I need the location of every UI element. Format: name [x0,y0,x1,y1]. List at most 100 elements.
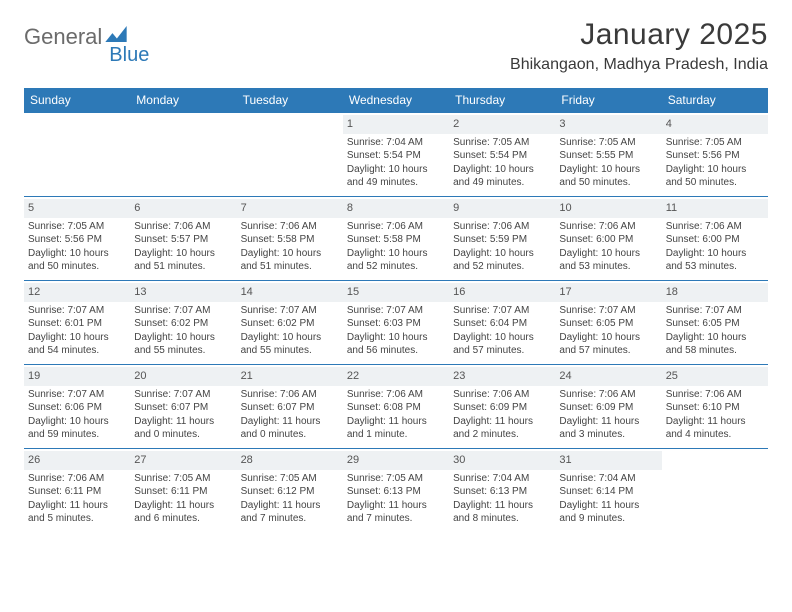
day-details: Sunrise: 7:07 AMSunset: 6:01 PMDaylight:… [28,304,126,358]
calendar-day-cell [130,113,236,197]
sunrise-text: Sunrise: 7:07 AM [347,304,445,318]
sunrise-text: Sunrise: 7:04 AM [453,472,551,486]
daylight-text: Daylight: 10 hours and 52 minutes. [347,247,445,274]
calendar-table: SundayMondayTuesdayWednesdayThursdayFrid… [24,88,768,532]
day-details: Sunrise: 7:06 AMSunset: 6:08 PMDaylight:… [347,388,445,442]
sunset-text: Sunset: 6:01 PM [28,317,126,331]
daylight-text: Daylight: 10 hours and 49 minutes. [347,163,445,190]
calendar-day-cell: 3Sunrise: 7:05 AMSunset: 5:55 PMDaylight… [555,113,661,197]
sunset-text: Sunset: 6:04 PM [453,317,551,331]
day-details: Sunrise: 7:04 AMSunset: 6:13 PMDaylight:… [453,472,551,526]
day-details: Sunrise: 7:06 AMSunset: 5:59 PMDaylight:… [453,220,551,274]
page-header: General Blue January 2025 Bhikangaon, Ma… [24,18,768,74]
sunrise-text: Sunrise: 7:07 AM [241,304,339,318]
day-details: Sunrise: 7:06 AMSunset: 6:09 PMDaylight:… [453,388,551,442]
daylight-text: Daylight: 11 hours and 7 minutes. [241,499,339,526]
sunset-text: Sunset: 5:57 PM [134,233,232,247]
calendar-day-cell: 1Sunrise: 7:04 AMSunset: 5:54 PMDaylight… [343,113,449,197]
day-number: 17 [555,283,661,302]
sunset-text: Sunset: 6:03 PM [347,317,445,331]
sunrise-text: Sunrise: 7:07 AM [28,304,126,318]
day-number: 7 [237,199,343,218]
day-details: Sunrise: 7:07 AMSunset: 6:05 PMDaylight:… [666,304,764,358]
daylight-text: Daylight: 10 hours and 52 minutes. [453,247,551,274]
calendar-day-cell: 30Sunrise: 7:04 AMSunset: 6:13 PMDayligh… [449,449,555,532]
daylight-text: Daylight: 10 hours and 53 minutes. [559,247,657,274]
day-number: 23 [449,367,555,386]
weekday-header: Thursday [449,88,555,113]
sunset-text: Sunset: 6:07 PM [134,401,232,415]
day-number: 10 [555,199,661,218]
day-number: 9 [449,199,555,218]
day-details: Sunrise: 7:06 AMSunset: 5:58 PMDaylight:… [347,220,445,274]
calendar-week-row: 26 Sunrise: 7:06 AMSunset: 6:11 PMDayligh… [24,449,768,532]
day-details: Sunrise: 7:06 AMSunset: 5:58 PMDaylight:… [241,220,339,274]
day-details: Sunrise: 7:06 AMSunset: 6:00 PMDaylight:… [666,220,764,274]
day-number: 14 [237,283,343,302]
day-details: Sunrise: 7:07 AMSunset: 6:02 PMDaylight:… [134,304,232,358]
calendar-day-cell [662,449,768,532]
sunrise-text: Sunrise: 7:05 AM [28,220,126,234]
sunrise-text: Sunrise: 7:06 AM [347,220,445,234]
day-details: Sunrise: 7:05 AMSunset: 6:13 PMDaylight:… [347,472,445,526]
day-details: Sunrise: 7:07 AMSunset: 6:06 PMDaylight:… [28,388,126,442]
sunrise-text: Sunrise: 7:06 AM [666,388,764,402]
sunset-text: Sunset: 6:10 PM [666,401,764,415]
daylight-text: Daylight: 11 hours and 3 minutes. [559,415,657,442]
calendar-day-cell: 4Sunrise: 7:05 AMSunset: 5:56 PMDaylight… [662,113,768,197]
calendar-day-cell: 15Sunrise: 7:07 AMSunset: 6:03 PMDayligh… [343,281,449,365]
sunset-text: Sunset: 6:07 PM [241,401,339,415]
day-number: 21 [237,367,343,386]
day-number: 26 [24,451,130,470]
day-number: 19 [24,367,130,386]
sunset-text: Sunset: 6:09 PM [453,401,551,415]
day-details: Sunrise: 7:04 AMSunset: 5:54 PMDaylight:… [347,136,445,190]
calendar-day-cell: 21Sunrise: 7:06 AMSunset: 6:07 PMDayligh… [237,365,343,449]
sunset-text: Sunset: 5:56 PM [666,149,764,163]
sunset-text: Sunset: 6:00 PM [666,233,764,247]
weekday-header: Sunday [24,88,130,113]
weekday-header: Monday [130,88,236,113]
sunrise-text: Sunrise: 7:05 AM [134,472,232,486]
daylight-text: Daylight: 10 hours and 50 minutes. [666,163,764,190]
sunset-text: Sunset: 6:05 PM [666,317,764,331]
brand-mark-icon [105,26,127,42]
sunset-text: Sunset: 5:58 PM [347,233,445,247]
sunrise-text: Sunrise: 7:05 AM [453,136,551,150]
daylight-text: Daylight: 11 hours and 4 minutes. [666,415,764,442]
sunrise-text: Sunrise: 7:07 AM [134,304,232,318]
daylight-text: Daylight: 10 hours and 56 minutes. [347,331,445,358]
day-details: Sunrise: 7:05 AMSunset: 5:54 PMDaylight:… [453,136,551,190]
day-details: Sunrise: 7:06 AMSunset: 6:10 PMDaylight:… [666,388,764,442]
day-number: 12 [24,283,130,302]
sunset-text: Sunset: 6:13 PM [453,485,551,499]
calendar-day-cell: 10 Sunrise: 7:06 AMSunset: 6:00 PMDayligh… [555,197,661,281]
sunset-text: Sunset: 6:02 PM [134,317,232,331]
day-number: 5 [24,199,130,218]
sunrise-text: Sunrise: 7:04 AM [347,136,445,150]
daylight-text: Daylight: 11 hours and 2 minutes. [453,415,551,442]
day-number: 2 [449,115,555,134]
day-number: 3 [555,115,661,134]
brand-text-part2: Blue [109,44,149,67]
sunrise-text: Sunrise: 7:06 AM [453,388,551,402]
calendar-body: 1Sunrise: 7:04 AMSunset: 5:54 PMDaylight… [24,113,768,532]
day-number: 27 [130,451,236,470]
sunset-text: Sunset: 6:11 PM [134,485,232,499]
sunset-text: Sunset: 6:00 PM [559,233,657,247]
daylight-text: Daylight: 10 hours and 51 minutes. [241,247,339,274]
calendar-day-cell: 11Sunrise: 7:06 AMSunset: 6:00 PMDayligh… [662,197,768,281]
sunset-text: Sunset: 6:08 PM [347,401,445,415]
day-number: 22 [343,367,449,386]
calendar-day-cell: 12 Sunrise: 7:07 AMSunset: 6:01 PMDayligh… [24,281,130,365]
day-details: Sunrise: 7:06 AMSunset: 6:11 PMDaylight:… [28,472,126,526]
day-details: Sunrise: 7:07 AMSunset: 6:04 PMDaylight:… [453,304,551,358]
calendar-week-row: 19 Sunrise: 7:07 AMSunset: 6:06 PMDayligh… [24,365,768,449]
month-title: January 2025 [510,18,768,52]
calendar-week-row: 12Sunrise: 7:07 AMSunset: 6:01 PMDayligh… [24,281,768,365]
day-number: 6 [130,199,236,218]
day-details: Sunrise: 7:05 AMSunset: 6:12 PMDaylight:… [241,472,339,526]
sunrise-text: Sunrise: 7:07 AM [453,304,551,318]
calendar-day-cell [237,113,343,197]
sunrise-text: Sunrise: 7:06 AM [559,220,657,234]
